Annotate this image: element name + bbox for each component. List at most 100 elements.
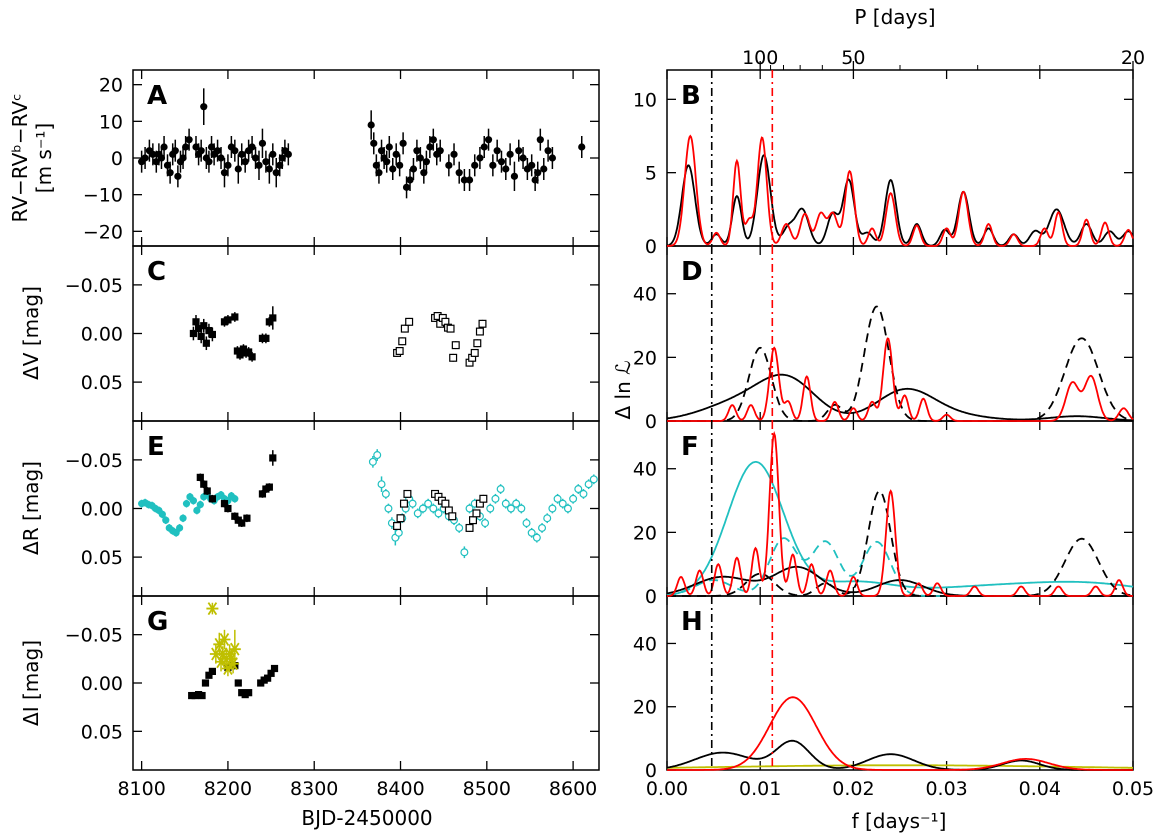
point-A-0-4 — [152, 158, 160, 166]
point-G-0-18 — [270, 664, 279, 673]
point-A-0-95 — [578, 143, 586, 151]
point-C-0-6 — [205, 326, 213, 335]
panel-label-C: C — [147, 257, 166, 287]
point-E-1-45 — [584, 480, 593, 489]
point-E-1-35 — [532, 533, 541, 542]
point-A-0-49 — [372, 161, 380, 169]
point-E-2-3 — [208, 495, 216, 503]
point-A-0-23 — [207, 143, 216, 151]
series-line-D-2 — [667, 337, 1134, 422]
ytick-label-A-2: 0 — [111, 148, 123, 170]
point-E-1-22 — [465, 504, 474, 513]
ylabel-G-0: ΔI [mag] — [19, 640, 43, 726]
point-E-1-31 — [512, 499, 521, 508]
top-tick-label-1: 50 — [841, 47, 865, 69]
point-A-0-73 — [460, 176, 468, 184]
panel-A: A 20 10 0 −10 −20 — [83, 69, 600, 247]
point-E-0-7 — [162, 516, 170, 524]
point-E-1-37 — [543, 514, 552, 523]
panel-C: C −0.05 0.00 0.05 — [65, 245, 600, 422]
ytick-label-G-2: 0.05 — [81, 721, 123, 743]
point-A-0-20 — [200, 103, 208, 111]
point-E-3-2 — [399, 499, 408, 508]
xtick-label-H-2: 0.02 — [832, 778, 874, 800]
ylabel-E-0: ΔR [mag] — [19, 461, 43, 555]
point-A-0-15 — [182, 143, 190, 151]
point-E-2-5 — [224, 504, 232, 513]
point-A-0-55 — [389, 165, 397, 173]
point-C-1-4 — [405, 317, 414, 326]
point-A-0-92 — [540, 165, 548, 173]
ytick-label-A-0: 20 — [99, 75, 123, 97]
point-C-1-17 — [473, 339, 482, 348]
xtick-label-H-3: 0.03 — [925, 778, 967, 800]
point-E-1-7 — [394, 528, 403, 537]
point-E-1-3 — [381, 489, 390, 498]
point-A-0-53 — [383, 158, 391, 166]
point-E-0-15 — [189, 497, 198, 505]
point-A-0-9 — [166, 169, 174, 177]
point-C-1-16 — [470, 348, 479, 357]
point-A-0-31 — [234, 165, 242, 173]
point-A-0-50 — [375, 169, 383, 177]
point-A-0-57 — [396, 161, 404, 169]
point-A-0-54 — [385, 143, 393, 151]
series-line-B-1 — [667, 134, 1134, 247]
point-A-0-60 — [406, 176, 414, 184]
point-C-1-1 — [395, 347, 404, 356]
point-A-0-38 — [258, 139, 267, 147]
ytick-label-C-2: 0.05 — [81, 372, 123, 394]
point-E-3-0 — [393, 521, 402, 530]
ytick-label-B-2: 10 — [633, 89, 657, 111]
point-A-0-78 — [484, 136, 493, 144]
point-A-0-64 — [420, 169, 428, 177]
point-A-0-12 — [174, 172, 182, 180]
point-C-0-18 — [262, 334, 270, 342]
point-A-0-1 — [141, 154, 149, 162]
xtick-label-G-2: 8300 — [290, 778, 338, 800]
series-line-D-1 — [667, 305, 1134, 422]
point-A-0-26 — [217, 154, 225, 162]
point-E-3-7 — [441, 499, 450, 508]
point-A-0-46 — [284, 150, 292, 158]
ytick-label-C-0: −0.05 — [65, 275, 123, 297]
point-A-0-28 — [224, 161, 232, 169]
point-A-0-35 — [248, 143, 256, 151]
series-line-H-1 — [666, 739, 1133, 771]
point-E-1-1 — [373, 451, 382, 460]
point-E-3-11 — [469, 516, 478, 525]
point-E-1-25 — [481, 519, 490, 528]
point-A-0-44 — [278, 154, 286, 162]
point-A-0-90 — [534, 169, 542, 177]
point-A-0-91 — [536, 136, 544, 144]
point-A-0-32 — [238, 150, 246, 158]
ytick-label-H-0: 0 — [645, 760, 657, 782]
point-A-0-47 — [367, 121, 375, 129]
point-E-1-13 — [418, 504, 427, 513]
point-A-0-61 — [409, 165, 418, 173]
series-line-H-2 — [667, 696, 1133, 771]
point-E-1-29 — [501, 499, 510, 508]
point-A-0-43 — [276, 161, 284, 169]
point-E-2-2 — [203, 487, 211, 495]
point-E-2-1 — [200, 480, 208, 488]
point-G-0-16 — [264, 674, 272, 682]
point-C-0-19 — [265, 318, 273, 326]
point-E-1-21 — [460, 548, 469, 557]
point-E-1-44 — [579, 489, 588, 498]
point-A-0-79 — [489, 161, 497, 169]
point-A-0-40 — [265, 165, 273, 173]
xtick-label-G-3: 8400 — [376, 778, 424, 800]
point-G-1-5 — [218, 633, 231, 646]
ytick-label-E-2: 0.05 — [81, 547, 123, 569]
point-A-0-88 — [528, 161, 536, 169]
point-A-0-74 — [465, 176, 474, 184]
panel-label-E: E — [147, 432, 165, 462]
panel-frame-H — [666, 595, 1134, 771]
point-A-0-36 — [251, 154, 260, 162]
point-A-0-70 — [445, 161, 453, 169]
point-E-3-9 — [448, 512, 457, 521]
point-C-1-18 — [475, 327, 484, 336]
point-E-2-13 — [269, 454, 277, 462]
